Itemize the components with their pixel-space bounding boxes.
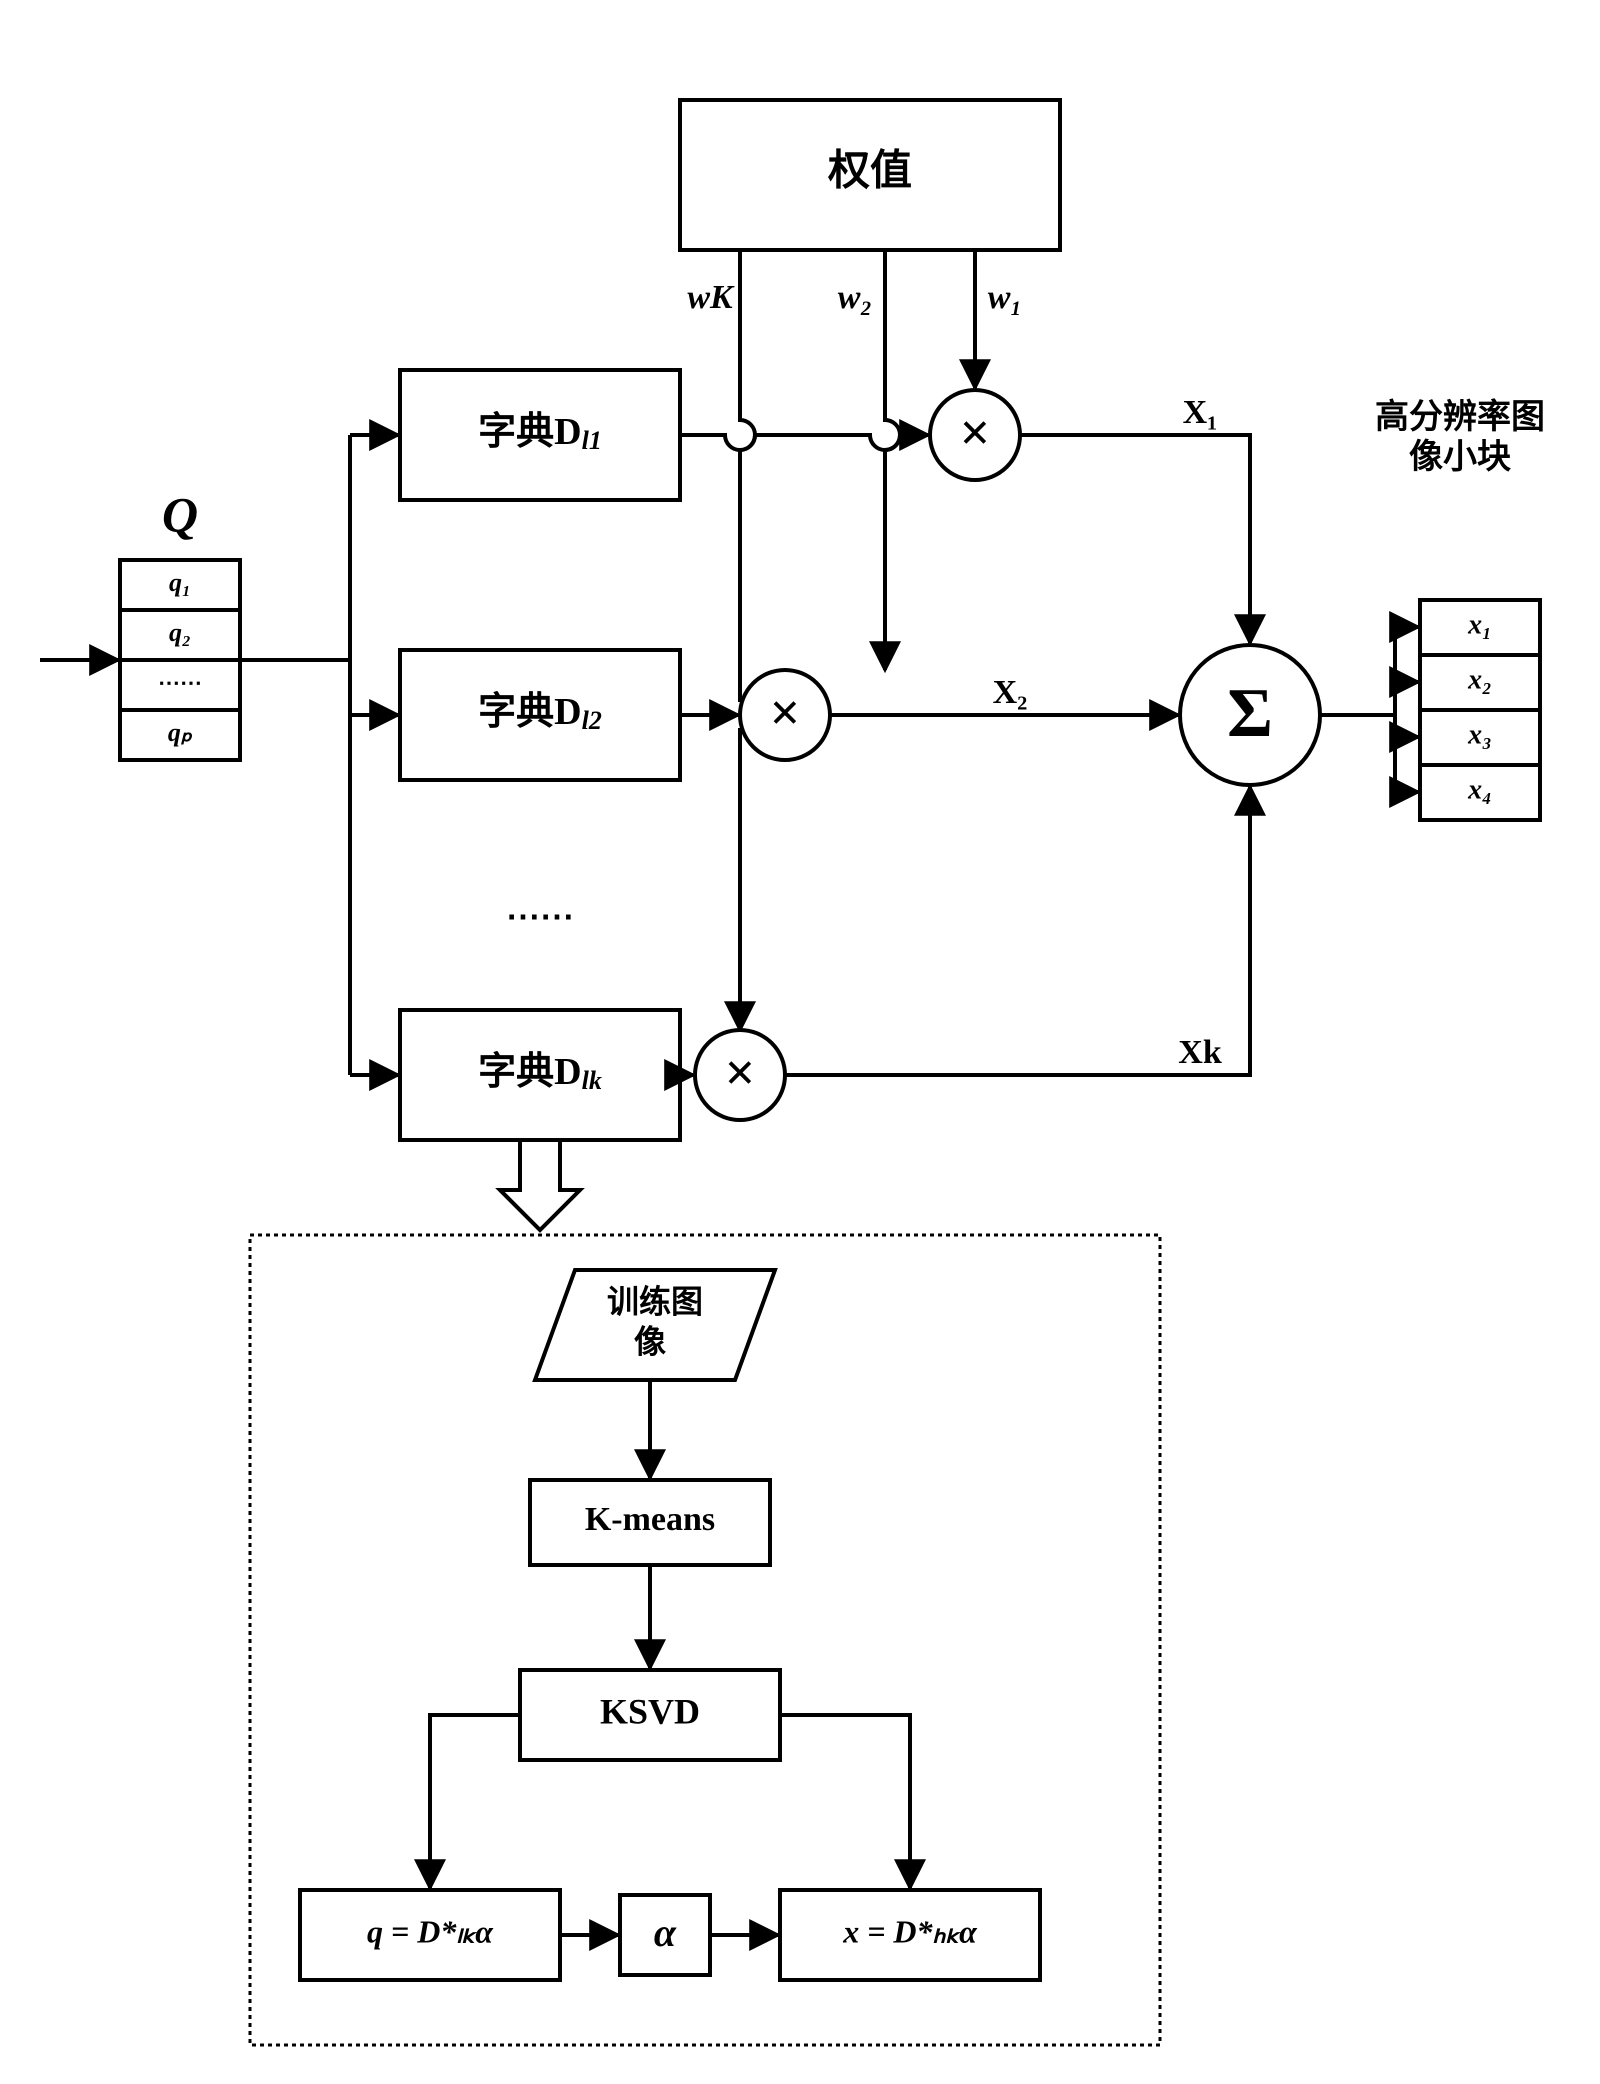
dicts-ellipsis: ⋯⋯ [506, 899, 574, 936]
edge-d1-m1 [680, 435, 928, 450]
edge-ksvd-x [780, 1715, 910, 1888]
w2-label: w₂ [838, 279, 873, 316]
ksvd-label: KSVD [600, 1691, 700, 1731]
mult1-symbol: × [960, 402, 991, 462]
svg-text:x₁: x₁ [1467, 609, 1492, 640]
multk-symbol: × [725, 1042, 756, 1102]
mult2-symbol: × [770, 682, 801, 742]
svg-text:q₁: q₁ [169, 568, 191, 597]
big-down-arrow [500, 1140, 580, 1230]
edge-m1-sum [1020, 435, 1250, 643]
Xk-label: Xk [1178, 1034, 1222, 1071]
kmeans-label: K-means [585, 1501, 715, 1538]
train-img-l2: 像 [634, 1323, 666, 1359]
wK-label: wK [687, 279, 735, 316]
svg-text:x₄: x₄ [1467, 774, 1492, 805]
Q-label: Q [162, 486, 198, 542]
edge-w-w2 [885, 250, 900, 670]
svg-text:x₃: x₃ [1467, 719, 1492, 750]
eq-q-label: q = D*ₗₖα [367, 1913, 494, 1949]
Q-table: q₁ q₂ ⋯⋯ qₚ [120, 560, 240, 760]
sum-symbol: Σ [1227, 675, 1273, 752]
train-img-l1: 训练图 [607, 1283, 703, 1319]
X-title-line2: 像小块 [1409, 438, 1511, 476]
X-table: x₁ x₂ x₃ x₄ [1420, 600, 1540, 820]
svg-text:⋯⋯: ⋯⋯ [158, 670, 202, 695]
edge-mk-sum [785, 787, 1250, 1075]
w1-label: w₁ [988, 279, 1023, 316]
X1-label: X₁ [1183, 394, 1218, 431]
eq-x-label: x = D*ₕₖα [842, 1913, 978, 1949]
svg-text:qₚ: qₚ [168, 718, 193, 747]
edge-w-wk [740, 250, 755, 1030]
svg-text:q₂: q₂ [169, 618, 191, 647]
edge-ksvd-q [430, 1715, 520, 1888]
X-title-line1: 高分辨率图 [1375, 398, 1545, 436]
X2-label: X₂ [993, 674, 1028, 711]
weights-label: 权值 [827, 148, 912, 195]
svg-text:x₂: x₂ [1467, 664, 1492, 695]
alpha-label: α [654, 1910, 677, 1955]
